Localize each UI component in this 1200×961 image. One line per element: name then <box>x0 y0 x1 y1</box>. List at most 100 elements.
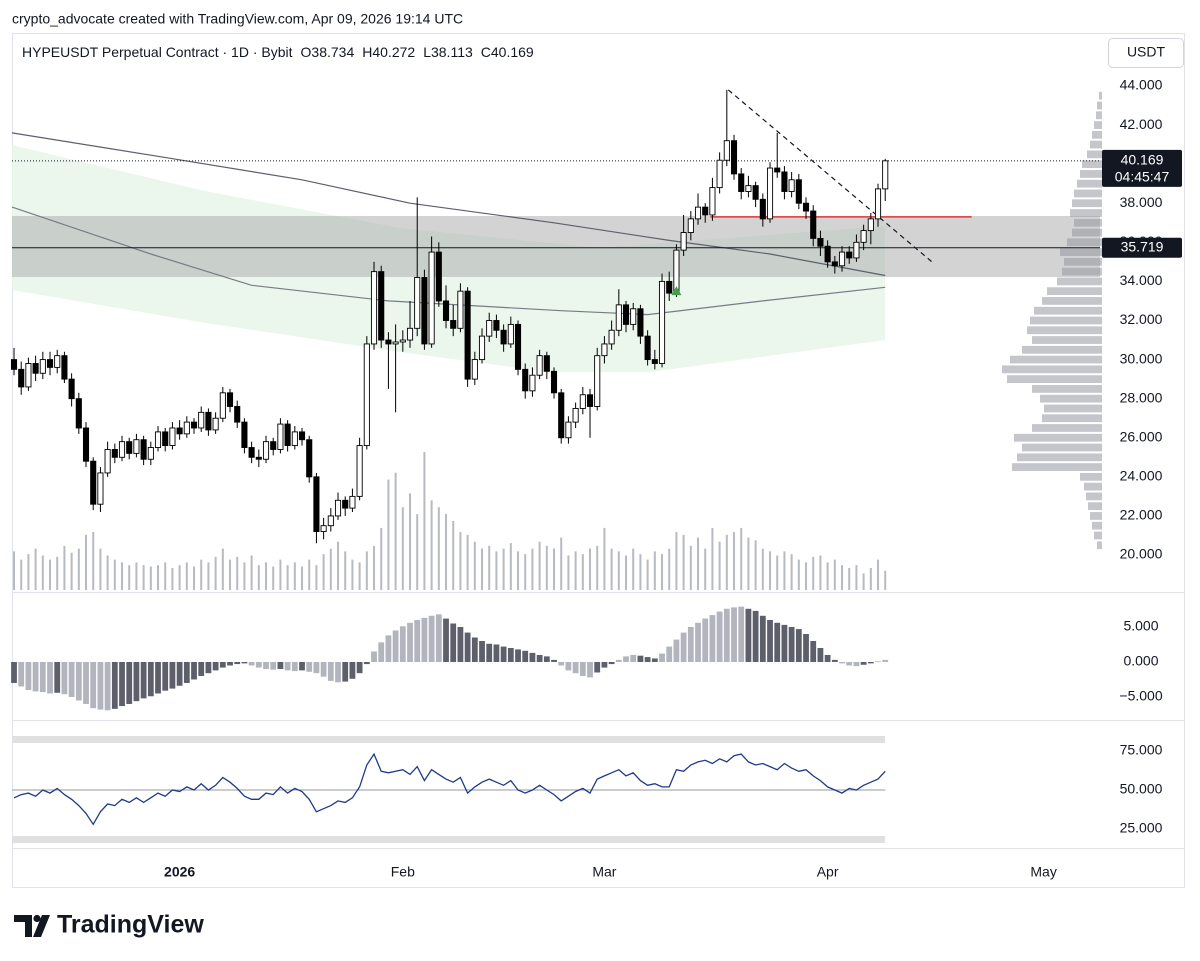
candle-body <box>709 187 716 216</box>
macd-bar <box>68 661 75 697</box>
volume-profile-bar <box>1060 248 1102 256</box>
macd-bar <box>306 661 313 672</box>
macd-bar <box>529 652 536 662</box>
volume-bar <box>27 554 30 590</box>
currency-button[interactable] <box>1108 38 1184 68</box>
macd-bar <box>882 659 889 662</box>
currency-label[interactable]: USDT <box>1127 44 1166 60</box>
macd-bar <box>450 623 457 662</box>
volume-bar <box>783 551 786 590</box>
volume-profile-bar <box>1090 140 1102 149</box>
candle-body <box>298 431 306 441</box>
volume-profile-bar <box>1090 512 1102 520</box>
candle-body <box>219 392 226 419</box>
volume-bar <box>754 540 757 590</box>
ohlc-letter: C <box>481 44 491 60</box>
symbol-line: HYPEUSDT Perpetual Contract · 1D · Bybit… <box>22 44 534 60</box>
ohlc-value: 40.272 <box>372 44 415 60</box>
volume-bar <box>185 562 188 590</box>
volume-bar <box>545 545 548 590</box>
volume-bar <box>495 551 498 590</box>
macd-bar <box>147 661 154 697</box>
candle-body <box>500 329 507 345</box>
x-tick-label: Mar <box>592 864 616 880</box>
candle-body <box>831 261 838 267</box>
candle-body <box>183 421 190 435</box>
candle-body <box>334 499 342 517</box>
ohlc-value: 38.734 <box>311 44 354 60</box>
macd-bar <box>299 661 305 671</box>
macd-bar <box>695 622 701 662</box>
volume-bar <box>401 507 404 590</box>
volume-profile-bar <box>1074 189 1102 198</box>
volume-profile-bar <box>1094 531 1102 540</box>
volume-bar <box>805 562 808 590</box>
candle-body <box>529 374 536 392</box>
candle-body <box>270 441 277 450</box>
volume-bar <box>653 551 656 590</box>
volume-bar <box>538 541 541 590</box>
macd-bar <box>608 661 615 665</box>
macd-bar <box>738 606 745 662</box>
macd-bar <box>385 635 392 662</box>
macd-bar <box>399 626 406 662</box>
macd-bar <box>191 661 197 680</box>
macd-bar <box>853 661 860 667</box>
candle-body <box>205 411 212 431</box>
macd-bar <box>313 661 320 674</box>
volume-bar <box>409 493 412 590</box>
candle-body <box>457 290 464 329</box>
candle-body <box>414 277 421 329</box>
volume-profile-bar <box>1077 179 1102 188</box>
candle-body <box>342 499 349 509</box>
moving-average <box>11 206 886 316</box>
volume-profile-bar <box>1032 336 1102 344</box>
x-tick-label: Feb <box>391 864 415 880</box>
macd-bar <box>803 633 809 662</box>
candle-body <box>694 206 702 220</box>
candle-body <box>61 355 68 380</box>
ohlc-value: 38.113 <box>431 44 473 60</box>
candle-body <box>435 251 442 302</box>
volume-bar <box>279 559 282 590</box>
volume-bar <box>171 567 174 590</box>
volume-bar <box>884 570 887 590</box>
volume-profile-bar <box>1094 121 1102 129</box>
volume-profile-bar <box>1096 111 1102 120</box>
candle-body <box>644 335 651 361</box>
macd-bar <box>817 647 824 662</box>
macd-bar <box>500 646 507 662</box>
candle-body <box>82 427 90 462</box>
volume-bar <box>387 479 390 590</box>
volume-bar <box>344 551 347 590</box>
macd-bar <box>752 610 759 662</box>
y-tick-label: 32.000 <box>1120 311 1163 327</box>
macd-bar <box>342 661 349 682</box>
macd-bar <box>104 661 111 711</box>
candle-body <box>234 406 241 423</box>
volume-bar <box>41 555 44 590</box>
candle-body <box>702 206 709 216</box>
macd-bar <box>515 649 521 662</box>
volume-bar <box>689 545 692 590</box>
macd-bar <box>673 639 680 662</box>
volume-bar <box>214 556 217 590</box>
volume-bar <box>574 551 577 590</box>
macd-bar <box>140 661 147 699</box>
macd-bar <box>219 661 226 668</box>
volume-profile-bar <box>1097 541 1102 550</box>
volume-profile-bar <box>1027 326 1102 335</box>
volume-bar <box>308 559 311 590</box>
volume-bar <box>862 573 865 590</box>
macd-tick-label: −5.000 <box>1119 688 1162 704</box>
candle-body <box>421 277 428 345</box>
macd-bar <box>630 654 637 662</box>
macd-bar <box>615 659 622 662</box>
macd-bar <box>61 661 68 695</box>
macd-bar <box>651 658 658 662</box>
candle-body <box>745 185 752 192</box>
candle-body <box>147 447 154 460</box>
macd-bar <box>227 661 233 666</box>
volume-bar <box>49 559 52 590</box>
